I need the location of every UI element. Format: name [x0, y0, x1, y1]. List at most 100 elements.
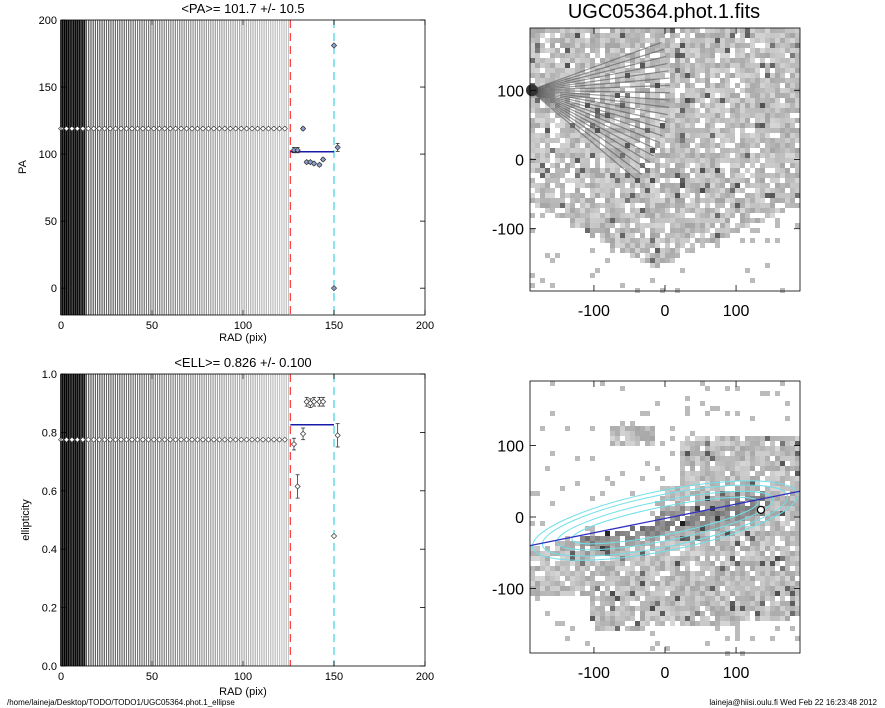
image-pixel	[640, 128, 645, 133]
image-pixel	[565, 203, 570, 208]
image-pixel	[635, 43, 640, 48]
image-pixel	[560, 213, 565, 218]
image-pixel	[580, 108, 585, 113]
image-pixel	[620, 616, 625, 621]
image-pixel	[795, 476, 800, 481]
image-pixel	[635, 58, 640, 63]
image-pixel	[740, 58, 745, 63]
image-pixel	[580, 586, 585, 591]
image-pixel	[710, 591, 715, 596]
image-pixel	[630, 421, 635, 426]
image-pixel	[700, 38, 705, 43]
image-pixel	[745, 268, 750, 273]
image-pixel	[760, 133, 765, 138]
image-pixel	[595, 188, 600, 193]
image-pixel	[685, 128, 690, 133]
image-pixel	[565, 426, 570, 431]
image-pixel	[785, 118, 790, 123]
image-pixel	[695, 53, 700, 58]
image-pixel	[595, 551, 600, 556]
image-pixel	[635, 133, 640, 138]
image-pixel	[600, 188, 605, 193]
image-pixel	[745, 203, 750, 208]
image-pixel	[660, 73, 665, 78]
image-pixel	[740, 88, 745, 93]
image-pixel	[790, 108, 795, 113]
image-pixel	[580, 138, 585, 143]
image-pixel	[560, 58, 565, 63]
image-pixel	[690, 38, 695, 43]
image-pixel	[625, 78, 630, 83]
image-pixel	[725, 581, 730, 586]
image-pixel	[545, 183, 550, 188]
image-pixel	[705, 576, 710, 581]
image-pixel	[740, 153, 745, 158]
image-pixel	[585, 58, 590, 63]
profile-point-marker	[85, 436, 92, 443]
image-pixel	[690, 43, 695, 48]
image-pixel	[680, 63, 685, 68]
image-pixel	[650, 596, 655, 601]
image-pixel	[550, 118, 555, 123]
image-pixel	[605, 238, 610, 243]
image-pixel	[790, 491, 795, 496]
image-pixel	[760, 526, 765, 531]
image-pixel	[640, 626, 645, 631]
image-pixel	[685, 78, 690, 83]
image-pixel	[625, 68, 630, 73]
image-pixel	[620, 611, 625, 616]
image-pixel	[775, 48, 780, 53]
image-pixel	[575, 198, 580, 203]
image-pixel	[570, 43, 575, 48]
image-pixel	[640, 188, 645, 193]
profile-point-marker	[210, 436, 217, 443]
image-pixel	[605, 616, 610, 621]
image-pixel	[765, 38, 770, 43]
image-pixel	[785, 416, 790, 421]
image-pixel	[735, 511, 740, 516]
image-pixel	[715, 461, 720, 466]
profile-point-marker	[205, 436, 212, 443]
image-pixel	[715, 511, 720, 516]
image-pixel	[705, 641, 710, 646]
image-pixel	[705, 616, 710, 621]
image-pixel	[600, 118, 605, 123]
image-pixel	[720, 526, 725, 531]
image-pixel	[785, 108, 790, 113]
image-pixel	[565, 138, 570, 143]
image-pixel	[760, 461, 765, 466]
image-pixel	[750, 33, 755, 38]
image-pixel	[605, 218, 610, 223]
image-pixel	[530, 73, 535, 78]
image-pixel	[605, 138, 610, 143]
image-pixel	[680, 506, 685, 511]
image-pixel	[550, 586, 555, 591]
image-pixel	[745, 83, 750, 88]
image-pixel	[765, 466, 770, 471]
image-pixel	[755, 586, 760, 591]
image-pixel	[755, 521, 760, 526]
image-pixel	[650, 441, 655, 446]
image-pixel	[740, 441, 745, 446]
image-pixel	[720, 178, 725, 183]
image-pixel	[585, 113, 590, 118]
image-pixel	[680, 138, 685, 143]
image-pixel	[690, 153, 695, 158]
image-pixel	[540, 108, 545, 113]
profile-point-marker	[271, 436, 277, 443]
image-pixel	[535, 118, 540, 123]
image-pixel	[580, 158, 585, 163]
image-pixel	[695, 506, 700, 511]
image-pixel	[645, 571, 650, 576]
image-pixel	[695, 481, 700, 486]
image-pixel	[735, 491, 740, 496]
image-pixel	[595, 586, 600, 591]
image-pixel	[545, 73, 550, 78]
image-pixel	[730, 451, 735, 456]
image-pixel	[795, 636, 800, 641]
image-pixel	[660, 173, 665, 178]
image-pixel	[715, 43, 720, 48]
image-pixel	[695, 461, 700, 466]
image-pixel	[660, 611, 665, 616]
image-pixel	[730, 98, 735, 103]
